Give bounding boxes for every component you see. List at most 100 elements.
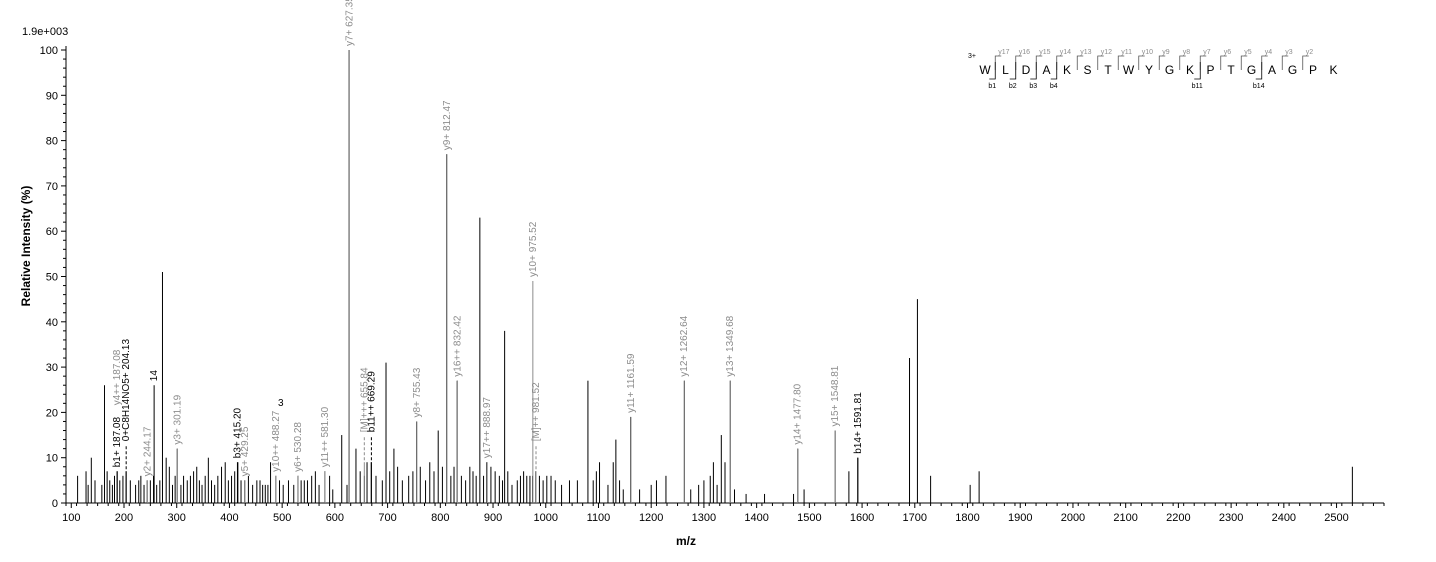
sequence-residue: T xyxy=(1227,63,1235,77)
peak-label: y13+ 1349.68 xyxy=(725,315,736,376)
y-cleavage-mark xyxy=(1179,55,1186,70)
x-tick-label: 1400 xyxy=(744,512,768,524)
peak-label: y3+ 301.19 xyxy=(172,394,183,444)
y-cleavage-mark xyxy=(1158,55,1166,70)
y-tick-label: 70 xyxy=(46,181,58,193)
b-cleavage-mark xyxy=(1255,62,1263,80)
sequence-residue: S xyxy=(1083,63,1091,77)
x-tick-label: 800 xyxy=(431,512,449,524)
peak-label: y15+ 1548.81 xyxy=(830,365,841,426)
y-tick-label: 60 xyxy=(46,226,58,238)
x-tick-label: 1800 xyxy=(955,512,979,524)
y-axis-title: Relative Intensity (%) xyxy=(19,186,33,307)
b-ion-label: b11 xyxy=(1192,83,1203,90)
peak-label: b14+ 1591.81 xyxy=(853,392,864,454)
b-cleavage-mark xyxy=(1030,62,1037,80)
y-ion-label: y2 xyxy=(1306,49,1314,56)
b-ion-label: b4 xyxy=(1050,83,1058,90)
peak-bars xyxy=(77,50,1353,503)
b-ion-label: b3 xyxy=(1029,83,1037,90)
y-cleavage-mark xyxy=(1035,55,1043,70)
b-ion-label: b2 xyxy=(1009,83,1017,90)
sequence-residue: A xyxy=(1268,63,1276,77)
peak-label: y9+ 812.47 xyxy=(442,100,453,150)
peak-label: [M]++ 981.52 xyxy=(531,382,542,441)
sequence-residue: Y xyxy=(1145,63,1153,77)
y-ion-label: y12 xyxy=(1101,49,1112,56)
b-ion-label: b1 xyxy=(988,83,996,90)
x-tick-label: 2100 xyxy=(1113,512,1137,524)
scale-label: 1.9e+003 xyxy=(22,26,68,38)
peak-label: 14 xyxy=(149,370,160,382)
y-cleavage-mark xyxy=(1302,55,1309,70)
sequence-residue: K xyxy=(1329,63,1337,77)
peak-label: y7+ 627.35 xyxy=(344,0,355,46)
y-cleavage-mark xyxy=(1240,55,1248,70)
x-tick-label: 1500 xyxy=(797,512,821,524)
x-tick-label: 2400 xyxy=(1272,512,1296,524)
peak-label: b3+ 415.20 xyxy=(232,407,243,458)
y-cleavage-mark xyxy=(1076,55,1084,70)
x-tick-label: 900 xyxy=(484,512,502,524)
sequence-residue: G xyxy=(1288,63,1297,77)
x-tick-label: 700 xyxy=(378,512,396,524)
peak-label: y2+ 244.17 xyxy=(142,426,153,476)
y-ion-label: y11 xyxy=(1121,49,1132,56)
b-cleavage-mark xyxy=(1194,62,1201,80)
y-cleavage-mark xyxy=(1220,55,1227,70)
peak-label: y16++ 832.42 xyxy=(452,315,463,377)
peptide-sequence-map: 3+Wy17b1Ly16b2Dy15b3Ay14b4Ky13Sy12Ty11Wy… xyxy=(968,49,1338,90)
y-cleavage-mark xyxy=(1097,55,1104,70)
peak-label-secondary: y4++ 187.08 xyxy=(112,349,123,405)
peak-label: y11++ 581.30 xyxy=(320,406,331,467)
x-tick-label: 1100 xyxy=(587,512,611,524)
y-ion-label: y16 xyxy=(1019,49,1030,56)
y-tick-label: 80 xyxy=(46,136,58,148)
y-ion-label: y17 xyxy=(998,49,1009,56)
y-ion-label: y5 xyxy=(1244,49,1252,56)
y-tick-label: 10 xyxy=(46,453,58,465)
y-cleavage-mark xyxy=(1138,55,1145,70)
y-ion-label: y15 xyxy=(1039,49,1050,56)
y-cleavage-mark xyxy=(994,55,1002,70)
y-ion-label: y10 xyxy=(1142,49,1153,56)
y-ion-label: y8 xyxy=(1183,49,1191,56)
x-tick-label: 300 xyxy=(168,512,186,524)
y-tick-label: 20 xyxy=(46,407,58,419)
y-cleavage-mark xyxy=(1281,55,1289,70)
peak-annotations: b1+ 187.08 y4++ 187.080+C8H14NO5+ 204.13 y… xyxy=(112,0,864,503)
sequence-residue: W xyxy=(979,63,991,77)
peak-label: y11+ 1161.59 xyxy=(626,353,637,413)
sequence-residue: P xyxy=(1206,63,1214,77)
peak-label: y12+ 1262.64 xyxy=(679,315,690,376)
peak-label: y10++ 488.27 xyxy=(271,410,282,472)
x-tick-label: 500 xyxy=(273,512,291,524)
peak-label: y17++ 888.97 xyxy=(482,397,493,459)
sequence-residue: T xyxy=(1104,63,1112,77)
sequence-residue: G xyxy=(1247,63,1256,77)
y-ion-label: y6 xyxy=(1224,49,1232,56)
sequence-residue: K xyxy=(1063,63,1071,77)
sequence-residue: K xyxy=(1186,63,1194,77)
y-tick-label: 100 xyxy=(40,45,58,57)
x-tick-label: 1600 xyxy=(850,512,874,524)
peak-label: 0+C8H14NO5+ 204.13 xyxy=(121,339,132,442)
sequence-residue: W xyxy=(1123,63,1135,77)
peak-label: y14+ 1477.80 xyxy=(793,383,804,444)
axes: 100 200 300 400 500 600 700 800 900 1000 1100 1200 1… xyxy=(40,45,1385,524)
y-cleavage-mark xyxy=(1117,55,1125,70)
x-tick-label: 600 xyxy=(326,512,344,524)
y-ion-label: y3 xyxy=(1285,49,1293,56)
b-cleavage-mark xyxy=(1050,62,1058,80)
y-ion-label: y7 xyxy=(1203,49,1211,56)
sequence-residue: P xyxy=(1309,63,1317,77)
y-tick-label: 40 xyxy=(46,317,58,329)
charge-state: 3+ xyxy=(968,53,976,60)
x-axis-title: m/z xyxy=(676,534,696,548)
y-ion-label: y9 xyxy=(1162,49,1170,56)
y-ion-label: y4 xyxy=(1265,49,1273,56)
y-ion-label: y14 xyxy=(1060,49,1071,56)
y-cleavage-mark xyxy=(1056,55,1063,70)
sequence-residue: A xyxy=(1042,63,1050,77)
